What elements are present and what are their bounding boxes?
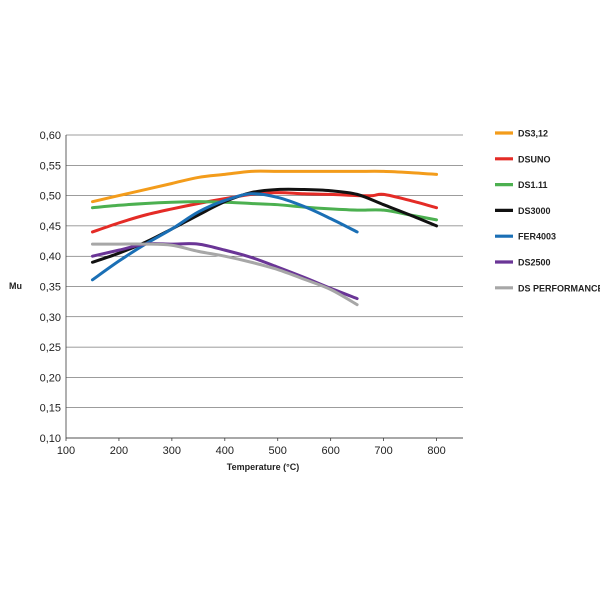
x-tick-label: 800: [427, 445, 445, 457]
x-axis-title: Temperature (°C): [227, 462, 299, 472]
x-tick-label: 400: [216, 445, 234, 457]
y-tick-label: 0,10: [40, 433, 61, 445]
series-line-ds-performance: [90, 242, 359, 307]
legend: DS3,12 DSUNO DS1.11 DS3000 FER4003 DS2500 DS P…: [495, 129, 600, 293]
y-axis-title: Mu: [9, 281, 22, 291]
legend-label: DS2500: [518, 258, 551, 268]
series-lines: [90, 169, 439, 307]
legend-label: DS1.11: [518, 180, 548, 190]
y-tick-label: 0,45: [40, 221, 61, 233]
y-tick-label: 0,30: [40, 312, 61, 324]
y-tick-labels: 0,10 0,15 0,20 0,25 0,30 0,35 0,40 0,45 0,50 0,55…: [40, 130, 61, 445]
legend-label: DS PERFORMANCE: [518, 283, 600, 293]
y-tick-label: 0,35: [40, 282, 61, 294]
legend-label: DSUNO: [518, 154, 551, 164]
y-tick-label: 0,50: [40, 191, 61, 203]
y-tick-label: 0,40: [40, 251, 61, 263]
x-tick-labels: 100 200 300 400 500 600 700 800: [57, 445, 446, 457]
gridlines: [66, 134, 463, 439]
x-tick-label: 300: [163, 445, 181, 457]
series-line-fer4003: [90, 192, 359, 282]
legend-label: DS3,12: [518, 129, 548, 139]
x-tick-label: 600: [321, 445, 339, 457]
x-tick-label: 700: [374, 445, 392, 457]
series-line-dsuno: [90, 191, 439, 234]
y-tick-label: 0,15: [40, 403, 61, 415]
legend-label: FER4003: [518, 232, 556, 242]
y-tick-label: 0,60: [40, 130, 61, 142]
x-tick-label: 200: [110, 445, 128, 457]
legend-label: DS3000: [518, 206, 551, 216]
x-tick-label: 100: [57, 445, 75, 457]
series-line-ds3-12: [90, 169, 439, 204]
axes: [65, 135, 463, 441]
y-tick-label: 0,25: [40, 342, 61, 354]
series-line-ds1-11: [90, 200, 439, 222]
x-tick-label: 500: [269, 445, 287, 457]
y-tick-label: 0,20: [40, 372, 61, 384]
y-tick-label: 0,55: [40, 160, 61, 172]
